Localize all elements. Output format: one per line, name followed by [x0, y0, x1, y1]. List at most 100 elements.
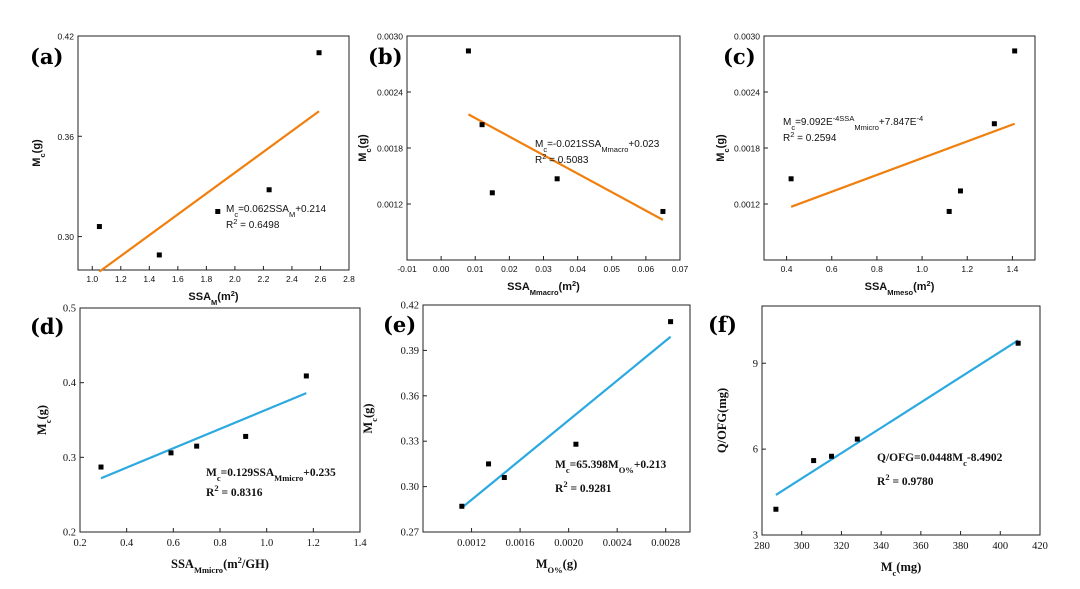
plot-frame-a [77, 35, 350, 271]
x-tick-label: 0.07 [672, 264, 689, 274]
data-point [854, 436, 860, 442]
data-point [489, 190, 495, 196]
chart-panel-f: 280 300 320 340 360 380 400 420 3 6 9 (f) Mc(mg) Q/OF… [708, 305, 1048, 578]
x-tick-label: 0.6 [826, 264, 838, 274]
fit-equation-d: R2 = 0.8316 [206, 483, 263, 499]
data-point [156, 252, 162, 258]
x-tick-label: 380 [953, 541, 969, 552]
y-tick-label: 0.0030 [377, 32, 403, 42]
data-point [96, 224, 102, 230]
y-tick-label: 0.0024 [734, 88, 760, 98]
x-tick-label: 280 [754, 541, 770, 552]
data-point [668, 319, 674, 325]
y-tick-label: 0.42 [57, 32, 74, 42]
y-tick-label: 9 [753, 359, 758, 370]
x-axis-label-b: SSAMmacro(m2) [507, 279, 580, 297]
x-tick-label: 0.02 [501, 264, 518, 274]
x-tick-label: -0.01 [397, 264, 417, 274]
fit-equation-c: R2 = 0.2594 [783, 130, 837, 145]
data-point [991, 121, 997, 127]
x-tick-label: 2.8 [343, 274, 355, 284]
y-tick-label: 0.33 [401, 437, 419, 448]
x-axis-label-e: MO%(g) [536, 557, 578, 575]
y-tick-label: 0.39 [401, 346, 419, 357]
x-tick-label: 0.0012 [457, 538, 486, 549]
x-tick-label: 0.8 [213, 538, 226, 549]
y-tick-label: 0.5 [63, 304, 76, 315]
x-tick-label: 0.0016 [506, 538, 535, 549]
data-point [266, 187, 272, 193]
data-point [486, 461, 492, 467]
data-point [811, 458, 817, 464]
fit-equation-e: R2 = 0.9281 [555, 479, 612, 495]
x-tick-label: 2.6 [315, 274, 327, 284]
x-tick-label: 0.6 [167, 538, 180, 549]
y-tick-label: 0.2 [63, 528, 76, 539]
chart-panel-c: 0.4 0.6 0.8 1.0 1.2 1.4 0.0012 0.0018 0.0024 0.00… [715, 32, 1036, 297]
panel-label-f: (f) [708, 312, 737, 337]
x-tick-label: 340 [873, 541, 889, 552]
data-point [316, 50, 322, 56]
x-tick-label: 2.0 [229, 274, 241, 284]
chart-panel-a: 1.0 1.2 1.4 1.6 1.8 2.0 2.2 2.4 2.6 2.8 0.30 0.36 0.… [30, 32, 355, 307]
y-tick-label: 0.42 [401, 301, 419, 312]
x-tick-label: 1.6 [172, 274, 184, 284]
fit-equation-d: Mc=0.129SSAMmicro+0.235 [206, 467, 336, 483]
y-tick-label: 0.36 [401, 391, 419, 402]
data-point [465, 48, 471, 54]
y-tick-label: 0.27 [401, 528, 419, 539]
x-tick-label: 0.4 [781, 264, 793, 274]
x-tick-label: 1.4 [143, 274, 155, 284]
fit-equation-b: R2 = 0.5083 [535, 152, 589, 167]
panel-label-a: (a) [30, 44, 63, 69]
fit-equation-c: Mc=9.092E-4SSAMmicro+7.847E-4 [783, 114, 923, 132]
data-point [554, 176, 560, 182]
panel-label-c: (c) [723, 44, 756, 69]
x-tick-label: 0.06 [638, 264, 655, 274]
y-axis-label-f: Q/OFG(mg) [715, 388, 729, 453]
x-axis-label-d: SSAMmicro(m2/GH) [171, 555, 269, 575]
x-axis-label-f: Mc(mg) [881, 560, 922, 578]
fit-equation-b: Mc=-0.021SSAMmacro+0.023 [535, 139, 660, 154]
data-point [98, 464, 104, 470]
fit-line-d [100, 392, 307, 480]
x-tick-label: 0.8 [871, 264, 883, 274]
x-tick-label: 0.05 [603, 264, 620, 274]
data-point [788, 176, 794, 182]
data-point [194, 443, 200, 449]
x-tick-label: 1.0 [86, 274, 98, 284]
x-tick-label: 0.0024 [603, 538, 633, 549]
x-axis-label-a: SSAM(m2) [188, 289, 239, 307]
y-tick-label: 3 [753, 531, 758, 542]
x-tick-label: 320 [834, 541, 850, 552]
x-tick-label: 1.4 [1007, 264, 1019, 274]
data-point [215, 209, 221, 214]
y-tick-label: 0.30 [401, 482, 419, 493]
x-tick-label: 0.4 [120, 538, 134, 549]
y-tick-label: 0.0030 [734, 32, 760, 42]
x-tick-label: 1.2 [961, 264, 973, 274]
panel-label-b: (b) [368, 44, 403, 69]
x-tick-label: 1.0 [260, 538, 273, 549]
data-point [1015, 340, 1021, 346]
fit-line-e [461, 335, 672, 509]
y-tick-label: 0.30 [57, 232, 74, 242]
data-point [957, 188, 963, 194]
data-point [303, 373, 309, 379]
y-axis-label-b: Mc(g) [357, 134, 373, 162]
chart-panel-e: 0.0012 0.0016 0.0020 0.0024 0.0028 0.27 0.30 0.… [361, 301, 691, 575]
y-axis-label-a: Mc(g) [31, 139, 47, 167]
y-tick-label: 0.0012 [377, 200, 403, 210]
x-tick-label: 0.03 [535, 264, 552, 274]
y-tick-label: 0.36 [57, 132, 74, 142]
data-point [573, 441, 579, 447]
y-tick-label: 0.0018 [377, 144, 403, 154]
data-point [773, 506, 779, 512]
data-point [459, 503, 465, 509]
x-tick-label: 0.2 [73, 538, 86, 549]
x-axis-label-c: SSAMmeso(m2) [865, 279, 935, 297]
y-tick-label: 0.0012 [734, 200, 760, 210]
fit-equation-e: Mc=65.398MO%+0.213 [555, 459, 666, 475]
x-tick-label: 0.01 [467, 264, 484, 274]
